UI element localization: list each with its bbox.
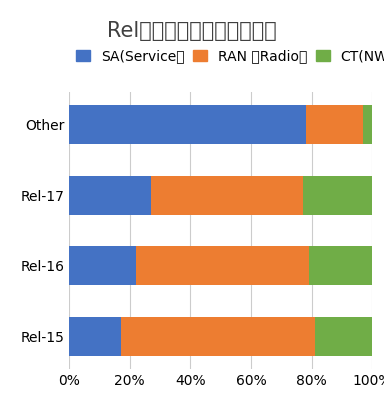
Bar <box>136 246 309 285</box>
Text: Rel毎の寄書件数比率の推移: Rel毎の寄書件数比率の推移 <box>107 21 277 41</box>
Bar <box>121 317 315 356</box>
Bar <box>69 317 121 356</box>
Bar <box>69 105 306 144</box>
Bar <box>69 246 136 285</box>
Bar <box>315 317 372 356</box>
Bar <box>151 176 303 215</box>
Bar <box>363 105 372 144</box>
Bar <box>309 246 372 285</box>
Bar <box>303 176 372 215</box>
Bar <box>306 105 363 144</box>
Legend: SA(Service）, RAN （Radio）, CT(NW): SA(Service）, RAN （Radio）, CT(NW) <box>76 49 384 63</box>
Bar <box>69 176 151 215</box>
